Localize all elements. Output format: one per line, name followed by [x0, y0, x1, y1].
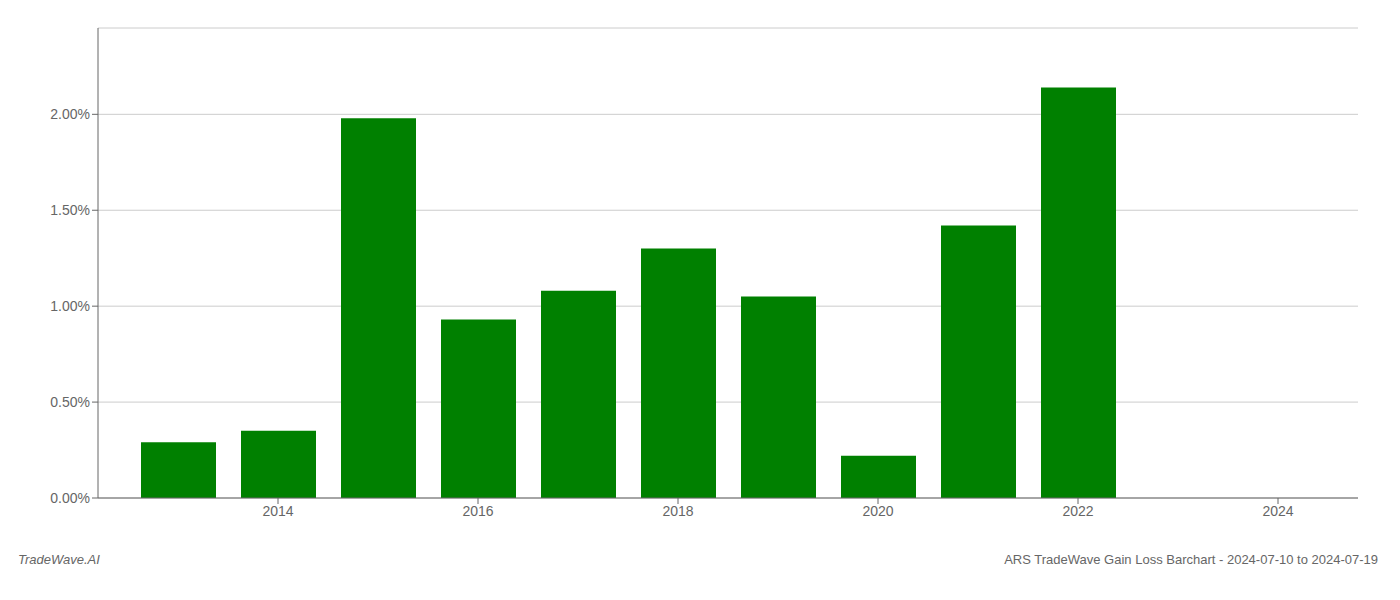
svg-text:2016: 2016 [462, 503, 493, 519]
svg-text:2022: 2022 [1062, 503, 1093, 519]
svg-text:1.50%: 1.50% [50, 202, 90, 218]
svg-text:2020: 2020 [862, 503, 893, 519]
svg-text:2014: 2014 [262, 503, 293, 519]
svg-text:2024: 2024 [1262, 503, 1293, 519]
svg-text:2.00%: 2.00% [50, 106, 90, 122]
html-text:TradeWave.AI: TradeWave.AI [18, 552, 100, 567]
svg-text:2018: 2018 [662, 503, 693, 519]
svg-text:0.00%: 0.00% [50, 490, 90, 506]
svg-text:0.50%: 0.50% [50, 394, 90, 410]
html-text:ARS TradeWave Gain Loss Barcha: ARS TradeWave Gain Loss Barchart - 2024-… [1004, 552, 1378, 567]
svg-text:1.00%: 1.00% [50, 298, 90, 314]
